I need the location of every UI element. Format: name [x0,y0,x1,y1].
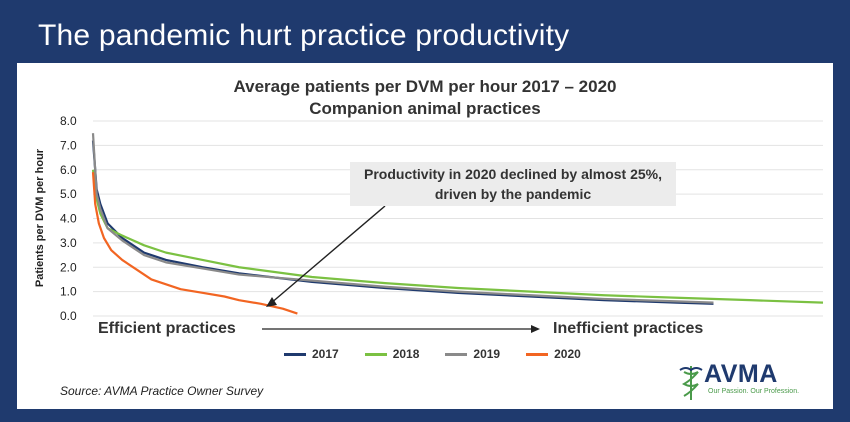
legend-label: 2019 [473,347,501,361]
x-axis-left-label: Efficient practices [98,320,236,337]
series-line-2020 [91,172,298,315]
logo-tagline: Our Passion. Our Profession. [708,388,800,395]
chart-title-block: Average patients per DVM per hour 2017 –… [0,76,850,120]
x-direction-arrowhead [531,325,540,333]
logo-wordmark: AVMA [704,360,778,388]
legend-label: 2017 [312,347,339,361]
y-tick-label: 7.0 [60,138,77,152]
y-tick-label: 5.0 [60,187,77,201]
source-note: Source: AVMA Practice Owner Survey [60,384,264,398]
series-line-2019 [91,133,714,304]
chart-legend: 2017 2018 2019 2020 [284,344,607,364]
annotation-arrowhead [266,297,277,307]
y-tick-label: 1.0 [60,285,77,299]
annotation-text: Productivity in 2020 declined by almost … [364,166,662,202]
y-tick-label: 8.0 [60,114,77,128]
avma-logo: AVMA Our Passion. Our Profession. [676,360,816,402]
annotation-arrow [269,205,386,305]
legend-item-2020: 2020 [526,347,581,361]
y-tick-label: 0.0 [60,309,77,323]
annotation-box: Productivity in 2020 declined by almost … [350,162,676,206]
legend-item-2019: 2019 [445,347,500,361]
legend-swatch [445,352,468,356]
legend-item-2018: 2018 [364,347,420,361]
y-tick-label: 2.0 [60,260,77,274]
series-line-2017 [91,140,714,305]
page-title: The pandemic hurt practice productivity [38,19,570,52]
legend-item-2017: 2017 [284,347,339,361]
legend-swatch [364,352,387,356]
content-panel [17,13,833,409]
legend-swatch [526,352,549,356]
chart-subtitle: Companion animal practices [309,99,541,118]
title-banner [17,13,833,63]
y-tick-label: 6.0 [60,163,77,177]
x-axis-right-label: Inefficient practices [553,320,704,337]
chart-title: Average patients per DVM per hour 2017 –… [233,77,617,96]
legend-label: 2018 [392,347,420,361]
legend-label: 2020 [554,347,581,361]
legend-swatch [284,352,306,356]
y-tick-label: 4.0 [60,212,77,226]
y-tick-label: 3.0 [60,236,77,250]
caduceus-icon [679,366,703,400]
